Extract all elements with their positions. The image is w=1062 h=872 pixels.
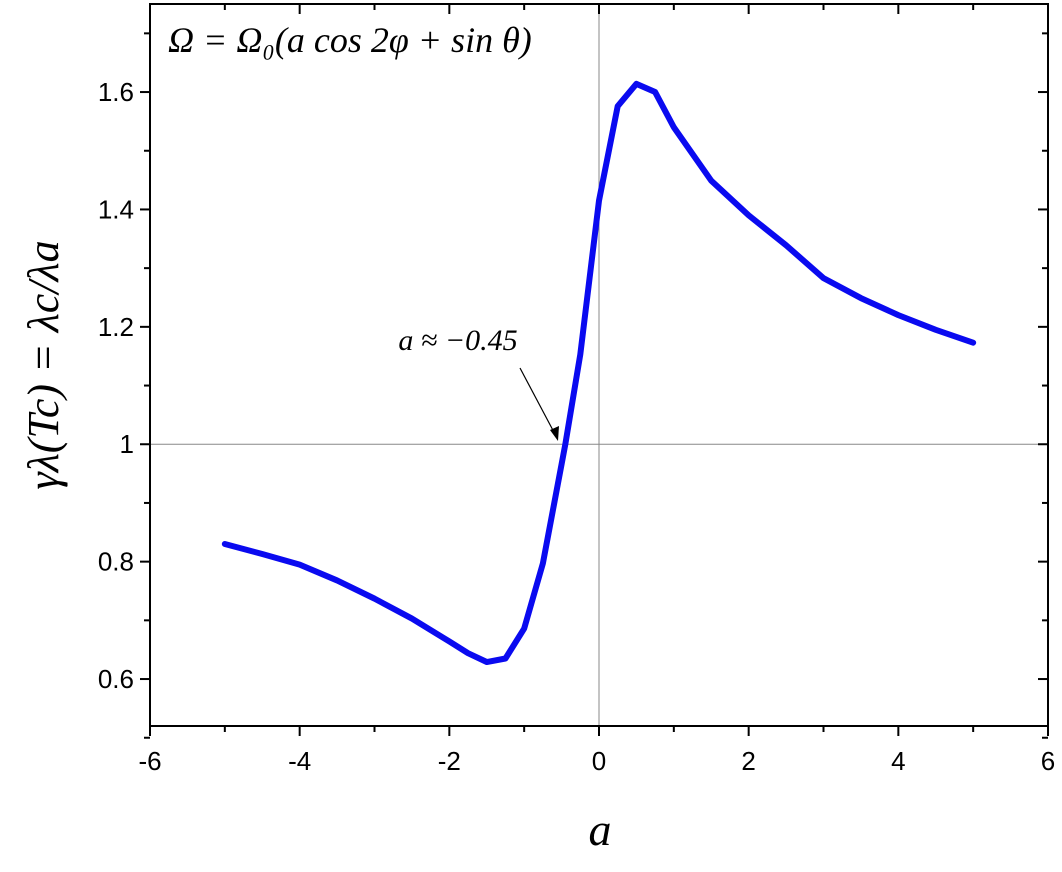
y-tick-label: 1.2 (98, 312, 134, 342)
data-line (221, 80, 977, 666)
x-tick-label: -2 (438, 746, 461, 776)
x-axis-label: a (589, 804, 612, 855)
y-tick-label: 1 (120, 429, 134, 459)
y-tick-label: 1.6 (98, 77, 134, 107)
chart-title: Ω = Ω₀(a cos 2φ + sin θ) (168, 20, 532, 60)
x-tick-label: 0 (592, 746, 606, 776)
plot-frame (149, 3, 1049, 727)
y-tick-label: 1.4 (98, 194, 134, 224)
arrow-head (550, 426, 559, 441)
y-axis-label: γλ(Tc) = λc/λa (19, 240, 68, 489)
x-tick-label: -4 (288, 746, 311, 776)
x-tick-label: -6 (138, 746, 161, 776)
x-tick-label: 4 (891, 746, 905, 776)
x-tick-label: 2 (741, 746, 755, 776)
y-tick-label: 0.6 (98, 664, 134, 694)
annotation-arrow (519, 367, 557, 437)
y-tick-label: 0.8 (98, 547, 134, 577)
x-tick-label: 6 (1041, 746, 1055, 776)
annotation: a ≈ −0.45 (398, 324, 517, 357)
